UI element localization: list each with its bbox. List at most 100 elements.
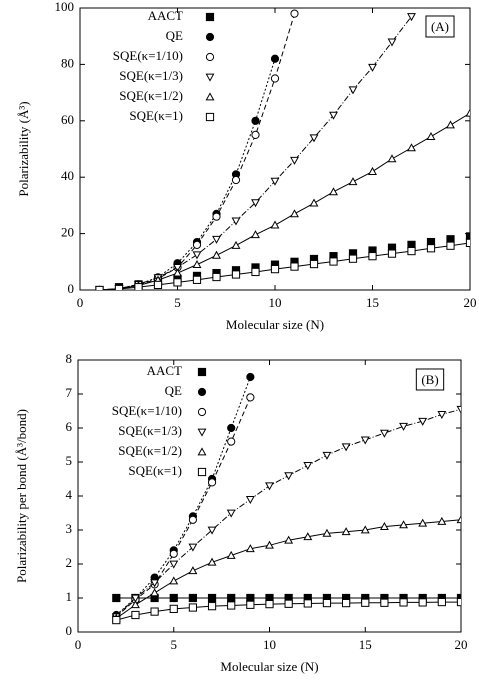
marker — [265, 600, 274, 609]
marker — [246, 593, 255, 603]
marker — [192, 251, 202, 260]
marker — [379, 429, 389, 438]
marker — [270, 54, 280, 63]
marker — [251, 116, 260, 125]
marker — [437, 516, 447, 525]
marker — [212, 272, 221, 282]
marker — [426, 244, 436, 253]
legend-label: AACT — [147, 363, 182, 378]
marker — [150, 588, 160, 597]
series-line — [99, 58, 276, 290]
series-line — [115, 376, 251, 616]
legend-label: SQE(κ=1/3) — [118, 423, 182, 438]
legend-marker — [205, 12, 215, 22]
x-tick-label: 0 — [77, 295, 84, 310]
x-tick-label: 5 — [171, 637, 178, 652]
marker — [188, 543, 198, 552]
series — [95, 232, 470, 290]
marker — [426, 131, 436, 140]
legend-label: SQE(κ=1/10) — [113, 48, 183, 63]
legend-label: AACT — [148, 8, 183, 23]
marker — [112, 616, 121, 625]
marker — [212, 212, 221, 221]
marker — [348, 86, 358, 95]
marker — [150, 607, 159, 616]
x-tick-label: 20 — [464, 295, 477, 310]
series — [112, 597, 461, 625]
legend-label: SQE(κ=1/3) — [119, 68, 183, 83]
marker — [270, 220, 280, 229]
marker — [270, 265, 280, 274]
marker — [188, 593, 198, 603]
annotation-box — [415, 368, 445, 391]
marker — [456, 597, 461, 607]
marker — [245, 496, 255, 505]
y-tick-label: 7 — [66, 385, 73, 400]
marker — [309, 198, 319, 207]
marker — [407, 143, 416, 152]
marker — [231, 217, 241, 226]
marker — [303, 462, 313, 471]
marker — [245, 544, 255, 553]
marker — [387, 154, 397, 163]
marker — [112, 593, 121, 603]
y-tick-label: 20 — [61, 225, 74, 240]
marker — [251, 267, 260, 277]
marker — [387, 38, 397, 47]
marker — [418, 417, 428, 426]
y-tick-label: 2 — [66, 555, 73, 570]
y-tick-label: 4 — [66, 487, 73, 502]
marker — [231, 240, 241, 249]
x-tick-label: 10 — [263, 637, 276, 652]
marker — [290, 262, 299, 271]
marker — [188, 603, 198, 612]
legend-label: SQE(κ=1) — [129, 108, 183, 123]
annotation: (B) — [421, 372, 438, 387]
y-tick-label: 0 — [66, 623, 73, 638]
plot-frame — [77, 359, 462, 633]
marker — [246, 393, 255, 402]
marker — [322, 451, 332, 460]
marker — [322, 528, 332, 537]
marker — [131, 610, 140, 620]
x-axis-label: Molecular size (N) — [220, 659, 318, 674]
marker — [265, 482, 274, 491]
marker — [227, 593, 236, 603]
marker — [399, 520, 408, 529]
marker — [227, 437, 236, 446]
marker — [207, 602, 217, 611]
y-tick-label: 60 — [61, 112, 74, 127]
y-tick-label: 80 — [61, 55, 74, 70]
marker — [380, 598, 389, 607]
marker — [290, 9, 299, 18]
marker — [246, 372, 255, 382]
marker — [207, 478, 217, 487]
marker — [368, 63, 377, 72]
marker — [329, 187, 338, 196]
marker — [465, 238, 470, 248]
marker — [95, 285, 104, 290]
series — [111, 405, 461, 622]
marker — [456, 515, 461, 524]
marker — [309, 134, 319, 143]
marker — [226, 509, 236, 518]
legend-marker — [197, 407, 207, 417]
legend-label: QE — [166, 28, 183, 43]
marker — [251, 199, 260, 208]
legend-marker — [205, 112, 215, 122]
marker — [456, 405, 461, 414]
legend-label: SQE(κ=1) — [128, 463, 182, 478]
series-line — [99, 112, 470, 290]
marker — [188, 515, 197, 524]
marker — [303, 532, 313, 541]
marker — [226, 550, 236, 559]
marker — [407, 13, 416, 22]
series — [96, 108, 470, 290]
marker — [173, 268, 182, 277]
marker — [341, 443, 351, 452]
series — [111, 515, 461, 622]
y-axis-label: Polarizability per bond (Å³/bond) — [14, 409, 29, 583]
x-tick-label: 15 — [359, 637, 372, 652]
marker — [169, 593, 178, 603]
